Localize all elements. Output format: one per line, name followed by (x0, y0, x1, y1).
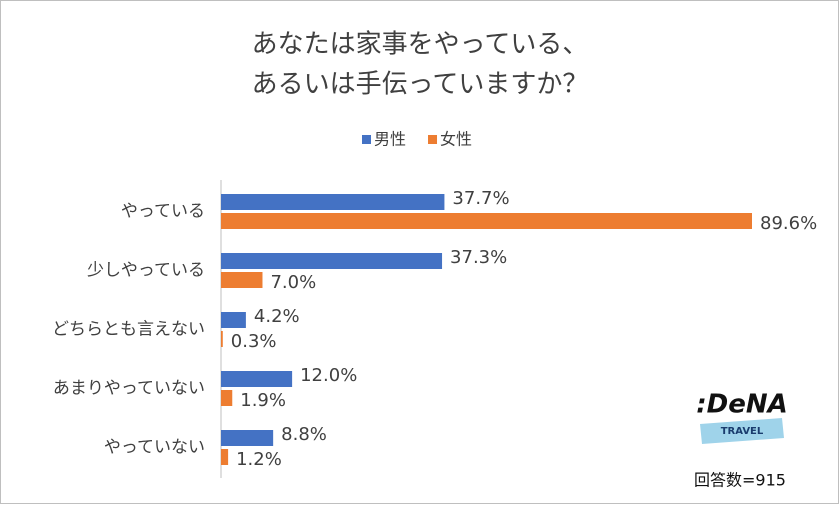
value-label: 1.2% (236, 449, 282, 470)
bar (221, 272, 263, 288)
bar (221, 312, 246, 328)
bar (221, 390, 233, 406)
chart-title: あなたは家事をやっている、 (252, 30, 589, 60)
bar (221, 331, 223, 347)
value-label: 4.2% (254, 306, 300, 327)
y-tick-label: やっていない (104, 438, 205, 458)
y-tick-label: 少しやっている (87, 261, 205, 281)
legend-swatch (428, 135, 438, 144)
value-label: 37.7% (452, 188, 509, 209)
y-tick-label: やっている (121, 202, 205, 222)
value-label: 8.8% (281, 424, 327, 445)
bar (221, 253, 443, 269)
logo-text: :DeNA (696, 390, 788, 420)
value-label: 37.3% (450, 247, 507, 268)
legend-label: 女性 (440, 130, 472, 149)
legend-swatch (362, 135, 371, 144)
annotation: 回答数=915 (694, 471, 786, 490)
bar (221, 371, 293, 387)
value-label: 0.3% (231, 331, 277, 352)
chart-title: あるいは手伝っていますか？ (252, 70, 589, 100)
legend-label: 男性 (374, 130, 406, 149)
logo: :DeNA TRAVEL (696, 390, 788, 444)
bar (221, 449, 229, 465)
logo-sub: TRAVEL (721, 426, 764, 437)
y-tick-label: あまりやっていない (53, 379, 205, 399)
value-label: 1.9% (240, 390, 286, 411)
value-label: 89.6% (760, 213, 817, 234)
bar (221, 213, 752, 229)
value-label: 7.0% (270, 272, 316, 293)
logo-band (700, 418, 784, 444)
value-label: 12.0% (300, 365, 357, 386)
y-tick-label: どちらとも言えない (52, 320, 205, 340)
bar (221, 194, 445, 210)
bar (221, 430, 274, 446)
